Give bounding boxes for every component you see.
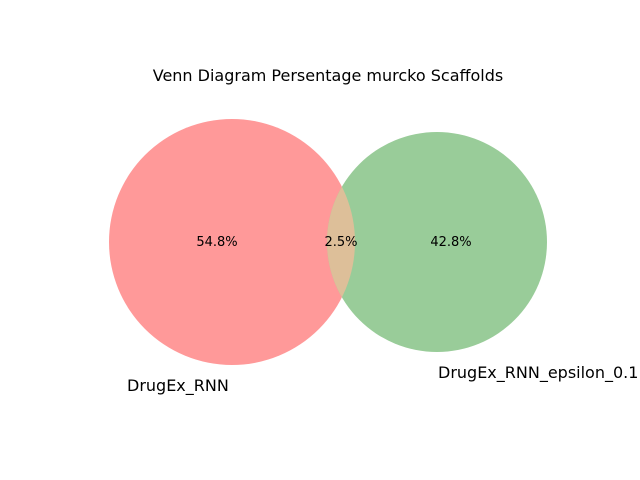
set-b-label: DrugEx_RNN_epsilon_0.1 <box>438 363 638 383</box>
region-only-a-label: 54.8% <box>196 235 237 250</box>
set-a-circle <box>109 119 355 365</box>
region-intersection-label: 2.5% <box>324 235 357 250</box>
diagram-title: Venn Diagram Persentage murcko Scaffolds <box>153 66 504 85</box>
set-a-label: DrugEx_RNN <box>127 376 229 396</box>
region-only-b-label: 42.8% <box>430 235 471 250</box>
set-b-circle <box>327 132 547 352</box>
